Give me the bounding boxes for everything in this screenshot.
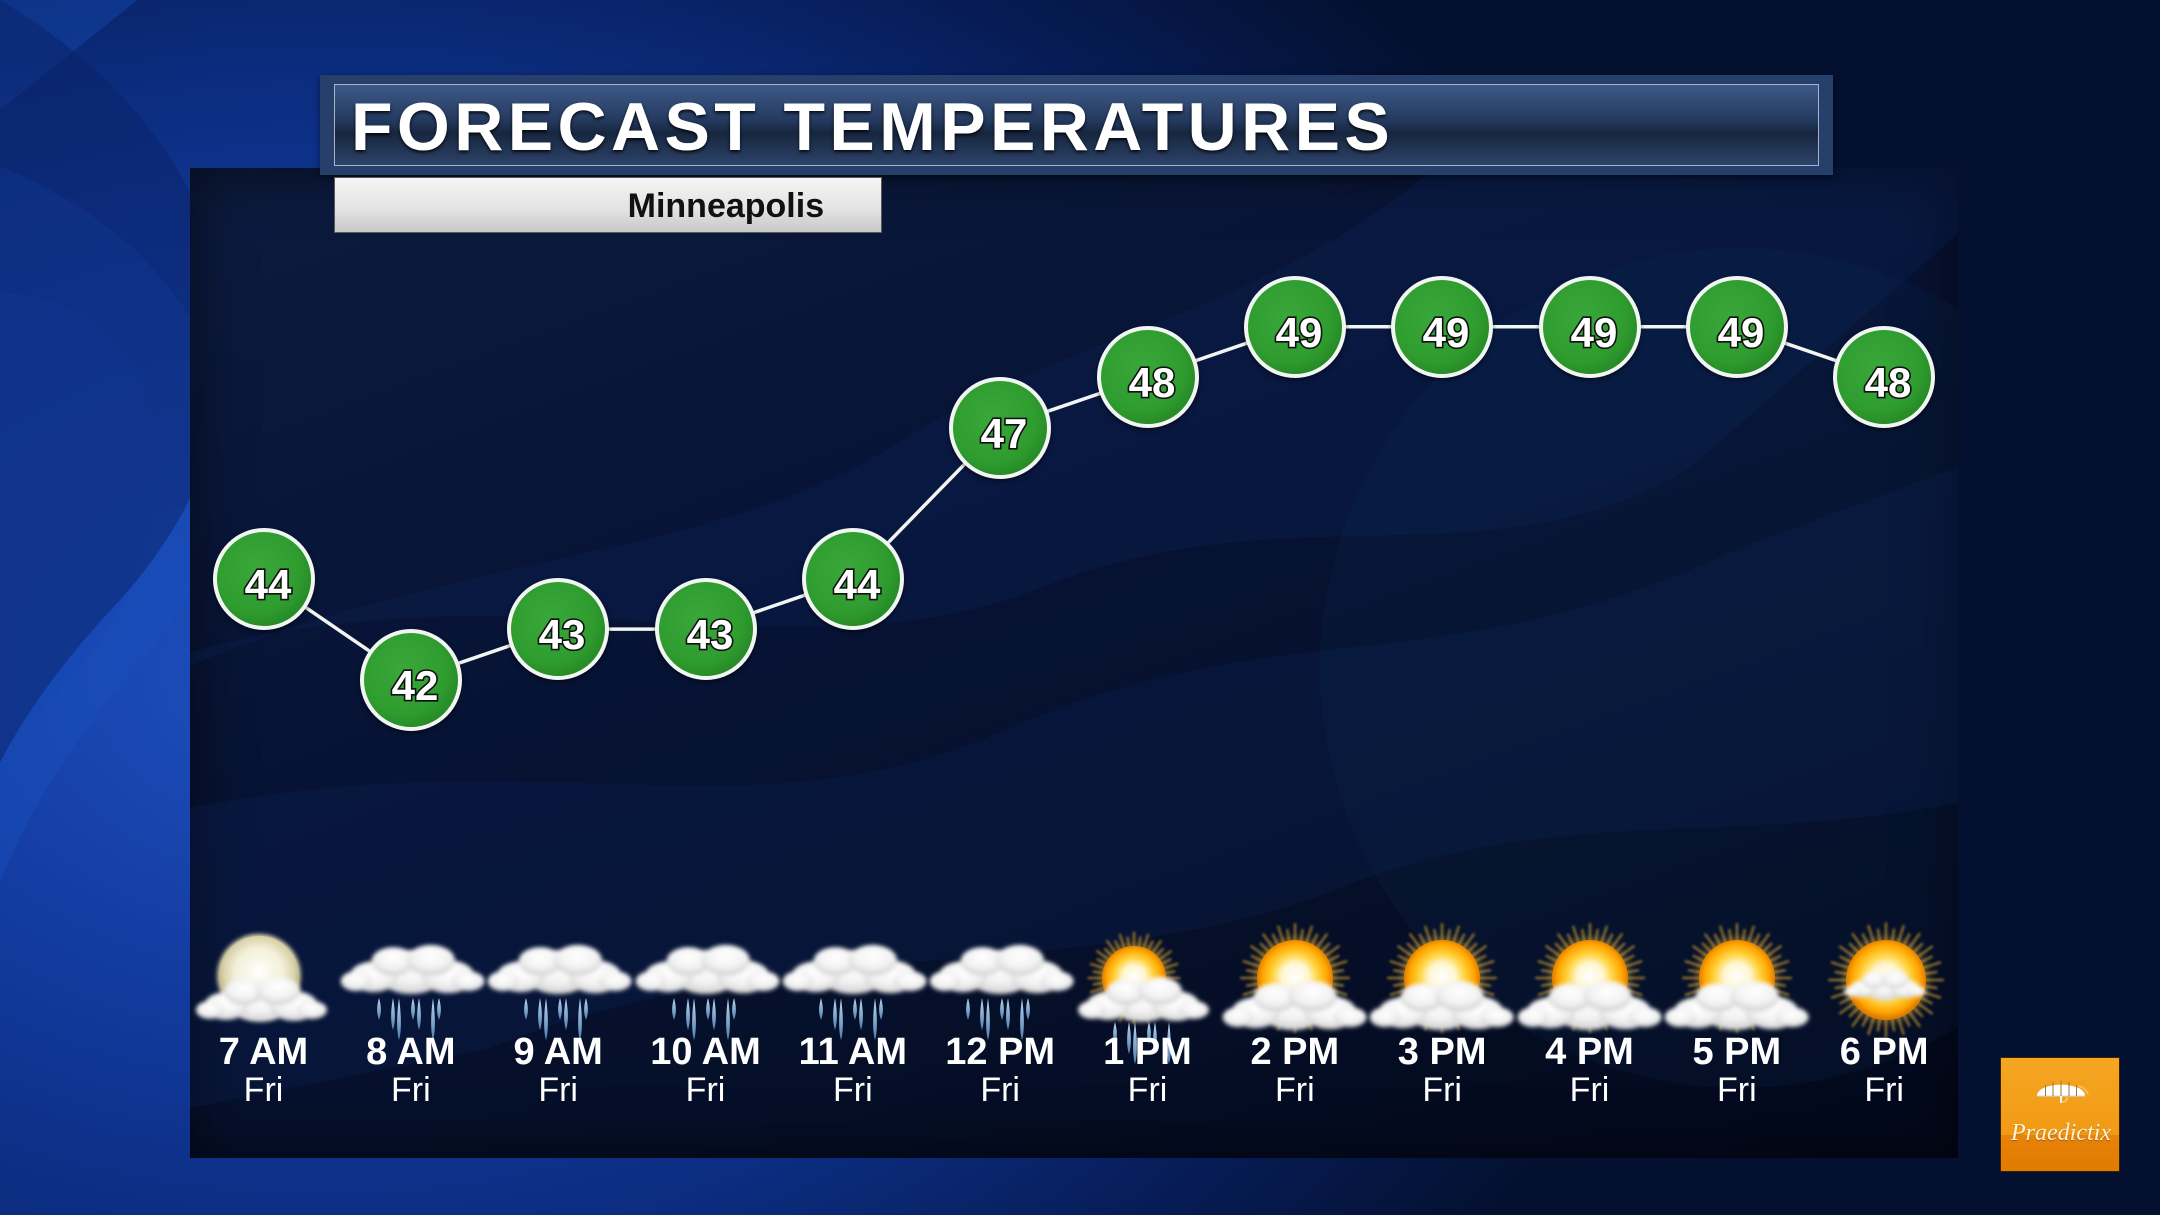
svg-text:48: 48 — [1865, 359, 1912, 406]
svg-text:44: 44 — [244, 561, 291, 608]
svg-text:43: 43 — [686, 611, 733, 658]
svg-text:49: 49 — [1423, 309, 1470, 356]
svg-text:44: 44 — [834, 561, 881, 608]
svg-text:47: 47 — [981, 410, 1028, 457]
svg-text:43: 43 — [539, 611, 586, 658]
svg-text:48: 48 — [1128, 359, 1175, 406]
svg-text:42: 42 — [392, 662, 439, 709]
svg-text:49: 49 — [1718, 309, 1765, 356]
svg-text:49: 49 — [1276, 309, 1323, 356]
svg-text:49: 49 — [1570, 309, 1617, 356]
